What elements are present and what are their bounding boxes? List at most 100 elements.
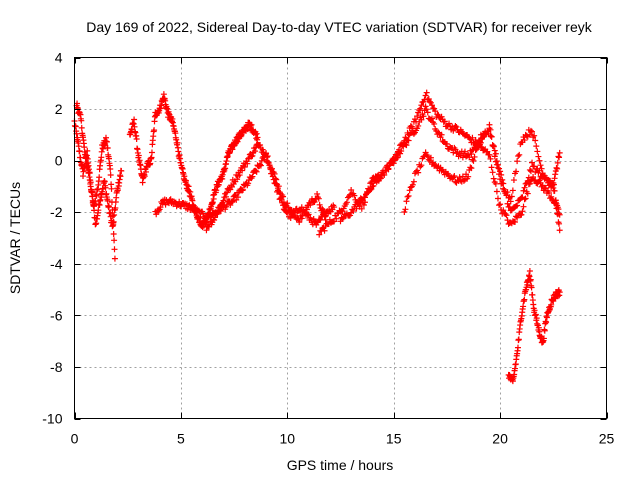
data-point — [405, 137, 412, 144]
data-point — [441, 118, 448, 125]
data-point — [552, 197, 559, 204]
data-point — [438, 113, 445, 120]
data-point — [249, 152, 256, 159]
data-point — [548, 193, 555, 200]
data-point — [423, 89, 430, 96]
data-point — [503, 192, 510, 199]
data-point — [271, 170, 278, 177]
data-point — [96, 174, 103, 181]
data-point — [497, 168, 504, 175]
data-point — [488, 133, 495, 140]
data-point — [474, 141, 481, 148]
data-point — [272, 175, 279, 182]
data-point — [434, 111, 441, 118]
data-point — [522, 195, 529, 202]
data-point — [497, 201, 504, 208]
data-point — [135, 152, 142, 159]
data-point — [516, 151, 523, 158]
data-point — [320, 207, 327, 214]
data-point — [351, 192, 358, 199]
data-point — [543, 319, 550, 326]
data-point — [438, 131, 445, 138]
data-point — [494, 161, 501, 168]
data-point — [143, 168, 150, 175]
data-point — [231, 192, 238, 199]
data-point — [554, 159, 561, 166]
data-point — [468, 165, 475, 172]
data-point — [526, 131, 533, 138]
data-point — [536, 157, 543, 164]
y-tick-label: -4 — [50, 256, 63, 272]
x-axis-label: GPS time / hours — [287, 457, 394, 473]
axis-ticks — [74, 57, 608, 420]
data-point — [377, 175, 384, 182]
data-point — [343, 199, 350, 206]
data-point — [423, 151, 430, 158]
data-point — [521, 137, 528, 144]
data-point — [331, 204, 338, 211]
data-point — [133, 136, 140, 143]
data-point — [554, 211, 561, 218]
data-point — [367, 186, 374, 193]
data-point — [245, 180, 252, 187]
data-point — [254, 134, 261, 141]
chart-title: Day 169 of 2022, Sidereal Day-to-day VTE… — [86, 19, 592, 35]
data-point — [367, 180, 374, 187]
data-point — [429, 115, 436, 122]
y-tick-labels: -10 -8 -6 -4 -2 0 2 4 — [42, 50, 62, 427]
data-point — [239, 187, 246, 194]
data-point — [507, 198, 514, 205]
data-point — [200, 210, 207, 217]
data-point — [98, 148, 105, 155]
data-point — [550, 181, 557, 188]
series-7 — [401, 125, 563, 215]
data-point — [75, 143, 82, 150]
data-point — [551, 187, 558, 194]
data-point — [459, 154, 466, 161]
data-point — [508, 193, 515, 200]
data-point — [316, 201, 323, 208]
data-point — [249, 173, 256, 180]
data-point — [555, 153, 562, 160]
data-point — [107, 166, 114, 172]
x-tick-labels: 0 5 10 15 20 25 — [71, 431, 615, 447]
data-point — [531, 132, 538, 139]
data-point — [264, 153, 271, 160]
data-point — [358, 205, 365, 212]
data-point — [490, 142, 497, 149]
data-point — [414, 113, 421, 120]
data-point — [348, 186, 355, 193]
data-point — [487, 132, 494, 139]
data-point — [381, 171, 388, 178]
data-point — [109, 206, 116, 213]
data-point — [521, 184, 528, 191]
y-tick-label: -6 — [50, 307, 63, 323]
data-point — [524, 190, 531, 197]
data-point — [321, 213, 328, 220]
data-point — [417, 105, 424, 112]
data-point — [536, 167, 543, 174]
data-point — [257, 162, 264, 169]
series-8 — [505, 267, 563, 385]
data-point — [471, 153, 478, 160]
data-point — [554, 165, 561, 172]
data-point — [514, 158, 521, 165]
data-point — [268, 165, 275, 172]
data-point — [401, 208, 408, 215]
data-point — [234, 194, 241, 201]
data-point — [492, 150, 499, 157]
data-point — [151, 127, 158, 134]
data-point — [513, 168, 520, 175]
data-point — [363, 191, 370, 198]
data-points — [71, 89, 563, 385]
data-point — [109, 213, 116, 220]
data-point — [498, 171, 505, 178]
data-point — [528, 284, 535, 291]
data-point — [523, 132, 530, 139]
data-point — [303, 206, 310, 213]
data-point — [220, 197, 227, 204]
data-point — [551, 175, 558, 182]
y-tick-label: 2 — [55, 101, 63, 117]
data-point — [355, 200, 362, 207]
data-point — [527, 168, 534, 175]
